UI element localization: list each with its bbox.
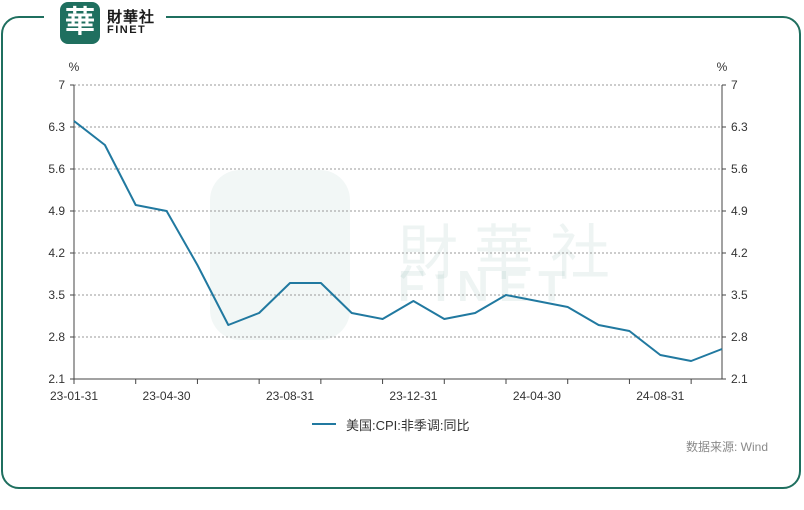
y-tick-label-left: 7 [58,78,65,92]
y-tick-label-right: 7 [731,78,738,92]
brand-name-cn: 財華社 [107,9,156,26]
axes [73,85,723,380]
legend-label: 美国:CPI:非季调:同比 [346,417,470,433]
y-tick-label-left: 4.9 [48,204,65,218]
x-tick-label: 24-08-31 [636,389,684,403]
y-tick-label-right: 4.9 [731,204,748,218]
y-tick-label-right: 2.8 [731,330,748,344]
y-axis-left-unit: % [69,60,80,74]
y-tick-label-left: 2.8 [48,330,65,344]
y-tick-label-right: 4.2 [731,246,748,260]
y-tick-label-right: 6.3 [731,120,748,134]
y-tick-label-left: 6.3 [48,120,65,134]
watermark-logo-icon [210,170,350,340]
finet-logo-icon: 華 [60,2,100,44]
brand-name-en: FINET [107,24,147,36]
gridlines [74,84,722,338]
x-axis-ticks: 23-01-31 23-04-30 23-08-31 23-12-31 24-04-30… [50,379,692,403]
y-tick-label-left: 4.2 [48,246,65,260]
x-tick-label: 23-04-30 [143,389,191,403]
x-tick-label: 23-08-31 [266,389,314,403]
y-axis-left-ticks: 2.1 2.8 3.5 4.2 4.9 5.6 6.3 7 [48,78,74,386]
data-source-note: 数据来源: Wind [685,440,768,454]
y-axis-right-unit: % [717,60,728,74]
y-tick-label-left: 5.6 [48,162,65,176]
x-tick-label: 23-01-31 [50,389,98,403]
x-tick-label: 24-04-30 [513,389,561,403]
legend-swatch [312,423,336,425]
y-tick-label-right: 2.1 [731,372,748,386]
series-line [73,120,723,362]
y-axis-right-ticks: 2.1 2.8 3.5 4.2 4.9 5.6 6.3 7 [722,78,748,386]
y-tick-label-right: 5.6 [731,162,748,176]
y-tick-label-left: 3.5 [48,288,65,302]
watermark-brand-cn: 財華社 [398,219,626,289]
x-tick-label: 23-12-31 [389,389,437,403]
y-tick-label-right: 3.5 [731,288,748,302]
watermark-brand-en: FINET [398,262,576,311]
y-tick-label-left: 2.1 [48,372,65,386]
series-cpi-yoy [73,120,723,362]
legend: 美国:CPI:非季调:同比 [312,415,470,433]
